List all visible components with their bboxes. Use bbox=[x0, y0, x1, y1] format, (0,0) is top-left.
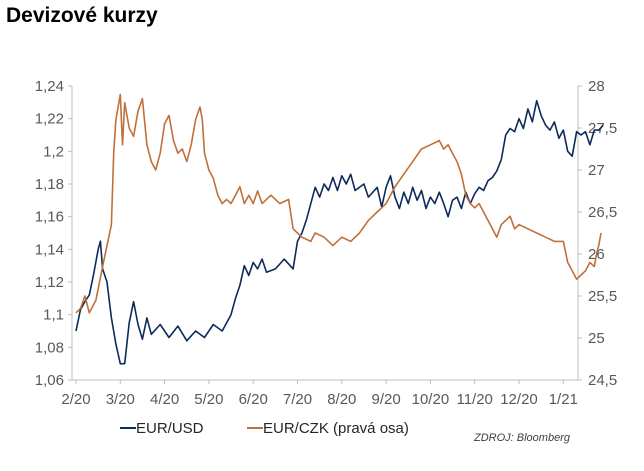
x-tick-label: 11/20 bbox=[456, 391, 492, 408]
left-tick-label: 1,18 bbox=[35, 176, 64, 193]
legend-label-eur-usd: EUR/USD bbox=[136, 420, 204, 437]
eur-usd-line bbox=[75, 99, 604, 365]
right-tick-label: 26,5 bbox=[588, 204, 617, 221]
legend: EUR/USD EUR/CZK (pravá osa) bbox=[120, 420, 409, 437]
x-tick-label: 12/20 bbox=[500, 391, 538, 408]
x-tick-label: 8/20 bbox=[327, 391, 356, 408]
x-tick-label: 7/20 bbox=[283, 391, 312, 408]
right-tick-label: 25 bbox=[588, 330, 605, 347]
x-tick-label: 9/20 bbox=[371, 391, 400, 408]
eur-czk-line bbox=[75, 93, 602, 314]
left-tick-label: 1,1 bbox=[43, 307, 64, 324]
right-tick-label: 28 bbox=[588, 78, 605, 95]
series-lines bbox=[75, 93, 604, 365]
right-tick-label: 25,5 bbox=[588, 288, 617, 305]
x-tick-label: 6/20 bbox=[239, 391, 268, 408]
x-tick-label: 5/20 bbox=[194, 391, 223, 408]
x-tick-label: 3/20 bbox=[106, 391, 135, 408]
source-note: ZDROJ: Bloomberg bbox=[473, 432, 571, 444]
left-tick-label: 1,14 bbox=[35, 241, 64, 258]
x-tick-label: 2/20 bbox=[61, 391, 90, 408]
left-tick-label: 1,2 bbox=[43, 143, 64, 160]
left-tick-label: 1,24 bbox=[35, 78, 64, 95]
left-tick-label: 1,08 bbox=[35, 339, 64, 356]
right-tick-label: 27,5 bbox=[588, 120, 617, 137]
page-title: Devizové kurzy bbox=[6, 4, 158, 27]
axes: 1,06 1,08 1,1 1,12 1,14 1,16 1,18 1,2 1,22 1,24 24… bbox=[35, 78, 617, 408]
left-tick-label: 1,22 bbox=[35, 111, 64, 128]
x-tick-label: 4/20 bbox=[150, 391, 179, 408]
right-tick-label: 24,5 bbox=[588, 372, 617, 389]
left-tick-label: 1,06 bbox=[35, 372, 64, 389]
left-tick-label: 1,16 bbox=[35, 209, 64, 226]
legend-label-eur-czk: EUR/CZK (pravá osa) bbox=[263, 420, 409, 437]
x-tick-label: 10/20 bbox=[412, 391, 450, 408]
x-tick-label: 1/21 bbox=[549, 391, 578, 408]
left-tick-label: 1,12 bbox=[35, 274, 64, 291]
right-tick-label: 27 bbox=[588, 162, 605, 179]
